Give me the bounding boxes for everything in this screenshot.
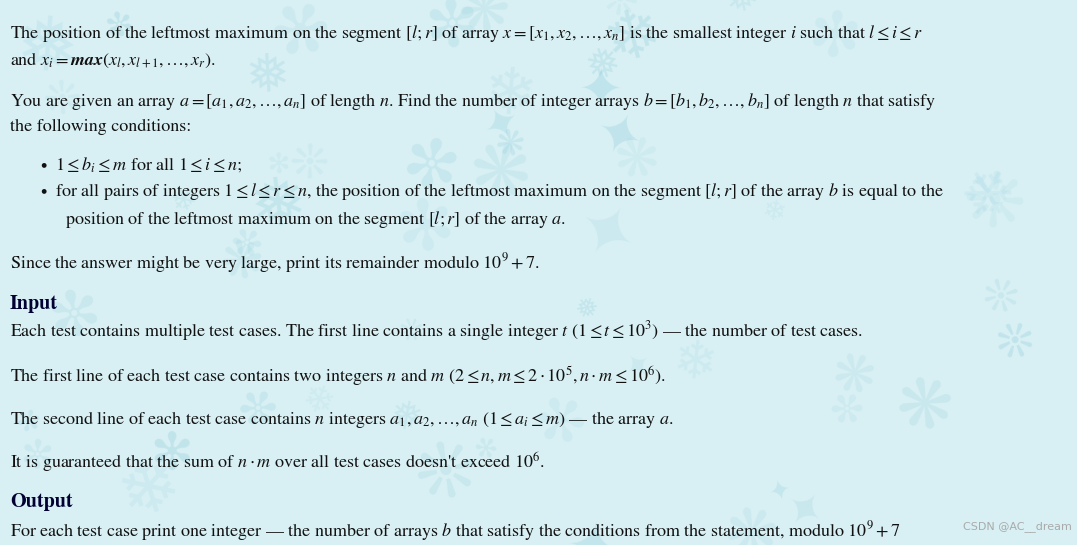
Text: ✻: ✻ — [263, 144, 286, 173]
Text: ❅: ❅ — [710, 0, 764, 27]
Text: ❅: ❅ — [0, 0, 81, 88]
Text: ✻: ✻ — [377, 172, 466, 259]
Text: ❋: ❋ — [486, 123, 530, 168]
Text: ❊: ❊ — [596, 0, 649, 28]
Text: ✼: ✼ — [227, 384, 282, 441]
Text: ❋: ❋ — [596, 125, 662, 186]
Text: ❋: ❋ — [440, 0, 519, 52]
Text: ✻: ✻ — [258, 0, 347, 76]
Text: ❄: ❄ — [286, 372, 334, 420]
Text: ✦: ✦ — [585, 105, 649, 173]
Text: ❋: ❋ — [820, 336, 878, 398]
Text: ✦: ✦ — [759, 477, 791, 505]
Text: ✻: ✻ — [129, 419, 194, 481]
Text: The position of the leftmost maximum on the segment $[l; r]$ of array $x = [x_1,: The position of the leftmost maximum on … — [10, 23, 923, 44]
Text: ✼: ✼ — [96, 1, 131, 39]
Text: ✻: ✻ — [471, 432, 503, 467]
Text: ✼: ✼ — [12, 424, 62, 473]
Text: ✦: ✦ — [565, 65, 619, 112]
Text: ✼: ✼ — [820, 377, 868, 428]
Text: Since the answer might be very large, print its remainder modulo $10^9 + 7$.: Since the answer might be very large, pr… — [10, 251, 540, 275]
Text: ❄: ❄ — [759, 196, 788, 228]
Text: ❋: ❋ — [719, 499, 787, 545]
Text: ✼: ✼ — [423, 0, 482, 62]
Text: ✦: ✦ — [614, 347, 655, 387]
Text: Output: Output — [10, 493, 72, 511]
Text: ❅: ❅ — [236, 158, 299, 231]
Text: ❊: ❊ — [955, 152, 1024, 229]
Text: ✦: ✦ — [780, 481, 839, 540]
Text: ❊: ❊ — [390, 313, 425, 348]
Text: ❄: ❄ — [470, 47, 530, 117]
Text: ✼: ✼ — [392, 118, 471, 192]
Text: ❅: ❅ — [384, 389, 431, 432]
Text: ❊: ❊ — [400, 419, 478, 506]
Text: $\bullet$  $1 \leq b_i \leq m$ for all $1 \leq i \leq n$;: $\bullet$ $1 \leq b_i \leq m$ for all $1… — [40, 155, 242, 174]
Text: ✦: ✦ — [560, 193, 647, 283]
Text: ❊: ❊ — [280, 141, 325, 180]
Text: ❋: ❋ — [457, 118, 537, 206]
Text: ❄: ❄ — [582, 0, 669, 85]
Text: ❊: ❊ — [970, 270, 1024, 326]
Text: Input: Input — [10, 295, 58, 313]
Text: The second line of each test case contains $n$ integers $a_1, a_2, \ldots, a_n$ : The second line of each test case contai… — [10, 409, 673, 430]
Text: position of the leftmost maximum on the segment $[l; r]$ of the array $a$.: position of the leftmost maximum on the … — [65, 209, 565, 230]
Text: The first line of each test case contains two integers $n$ and $m$ $(2 \leq n, m: The first line of each test case contain… — [10, 365, 666, 389]
Text: CSDN @AC__dream: CSDN @AC__dream — [963, 521, 1072, 532]
Text: ❅: ❅ — [582, 38, 628, 81]
Text: For each test case print one integer — the number of arrays $b$ that satisfy the: For each test case print one integer — t… — [10, 519, 901, 543]
Text: ❅: ❅ — [574, 290, 603, 317]
Text: ✦: ✦ — [563, 512, 633, 545]
Text: ❄: ❄ — [655, 334, 721, 395]
Text: ❄: ❄ — [951, 155, 1029, 235]
Text: ✼: ✼ — [25, 280, 98, 349]
Text: ❄: ❄ — [95, 428, 190, 524]
Text: ❋: ❋ — [884, 361, 973, 446]
Text: You are given an array $a = [a_1, a_2, \ldots, a_n]$ of length $n$. Find the num: You are given an array $a = [a_1, a_2, \… — [10, 91, 936, 112]
Text: ✼: ✼ — [229, 221, 269, 257]
Text: ❅: ❅ — [236, 39, 283, 93]
Text: Each test contains multiple test cases. The first line contains a single integer: Each test contains multiple test cases. … — [10, 319, 863, 343]
Text: $\bullet$  for all pairs of integers $1 \leq l \leq r \leq n$, the position of t: $\bullet$ for all pairs of integers $1 \… — [40, 181, 945, 202]
Text: ❊: ❊ — [41, 75, 88, 116]
Text: ✻: ✻ — [529, 385, 596, 445]
Text: and $x_i = \mathbf{max}(x_l, x_{l+1}, \ldots, x_r)$.: and $x_i = \mathbf{max}(x_l, x_{l+1}, \l… — [10, 51, 215, 70]
Text: the following conditions:: the following conditions: — [10, 119, 192, 135]
Text: ❄: ❄ — [163, 174, 201, 213]
Text: ❋: ❋ — [206, 232, 270, 297]
Text: ✦: ✦ — [470, 91, 521, 145]
Text: It is guaranteed that the sum of $n \cdot m$ over all test cases doesn't exceed : It is guaranteed that the sum of $n \cdo… — [10, 451, 545, 475]
Text: ✻: ✻ — [13, 401, 46, 433]
Text: ❊: ❊ — [987, 317, 1038, 373]
Text: ✻: ✻ — [788, 4, 865, 76]
